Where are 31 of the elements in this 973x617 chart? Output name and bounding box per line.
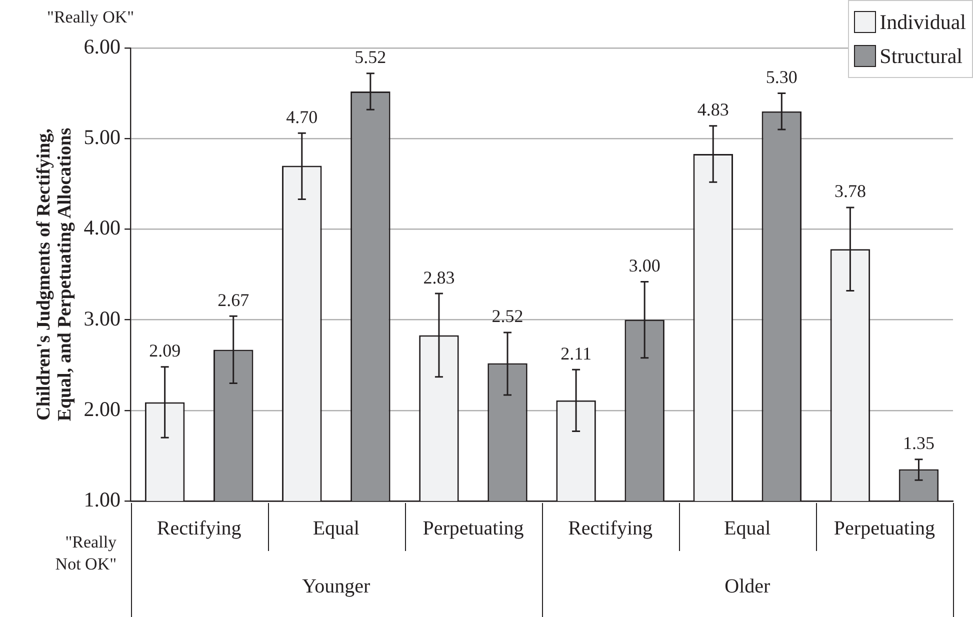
x-tick-label: Rectifying xyxy=(156,517,242,540)
x-tick-label: Perpetuating xyxy=(422,517,524,540)
y-tick-label: 4.00 xyxy=(84,216,121,240)
y-axis-title: Children's Judgments of Rectifying, Equal, and Perpetuating Allocations xyxy=(33,128,76,422)
y-tick-label: 3.00 xyxy=(84,306,121,330)
data-label: 5.52 xyxy=(354,47,386,68)
text: "Really Not OK" xyxy=(55,532,118,574)
data-label: 2.83 xyxy=(423,267,455,288)
data-label: 4.83 xyxy=(697,100,729,120)
data-label: 2.52 xyxy=(492,306,524,326)
x-tick-label: Equal xyxy=(724,517,772,540)
data-label: 3.78 xyxy=(834,181,866,202)
x-tick-label: Perpetuating xyxy=(834,517,936,540)
y-tick-label: 1.00 xyxy=(84,488,121,512)
y-tick-label: 2.00 xyxy=(84,396,121,421)
data-label: 4.70 xyxy=(286,106,318,127)
data-label: 2.11 xyxy=(560,343,592,364)
y-tick-label: 5.00 xyxy=(84,125,121,150)
legend-label: Structural xyxy=(880,44,962,68)
data-label: 2.09 xyxy=(149,340,181,361)
data-label: 1.35 xyxy=(902,433,934,454)
data-label: 5.30 xyxy=(766,67,798,88)
y-tick-label: 6.00 xyxy=(84,34,121,59)
text: "Really OK" xyxy=(47,7,134,26)
text: Older xyxy=(724,575,770,598)
data-label: 3.00 xyxy=(628,255,660,276)
legend-label: Individual xyxy=(880,10,966,34)
data-label: 2.67 xyxy=(218,290,250,310)
x-tick-label: Rectifying xyxy=(568,517,653,540)
x-tick-label: Equal xyxy=(312,517,360,540)
text: Younger xyxy=(302,575,370,598)
